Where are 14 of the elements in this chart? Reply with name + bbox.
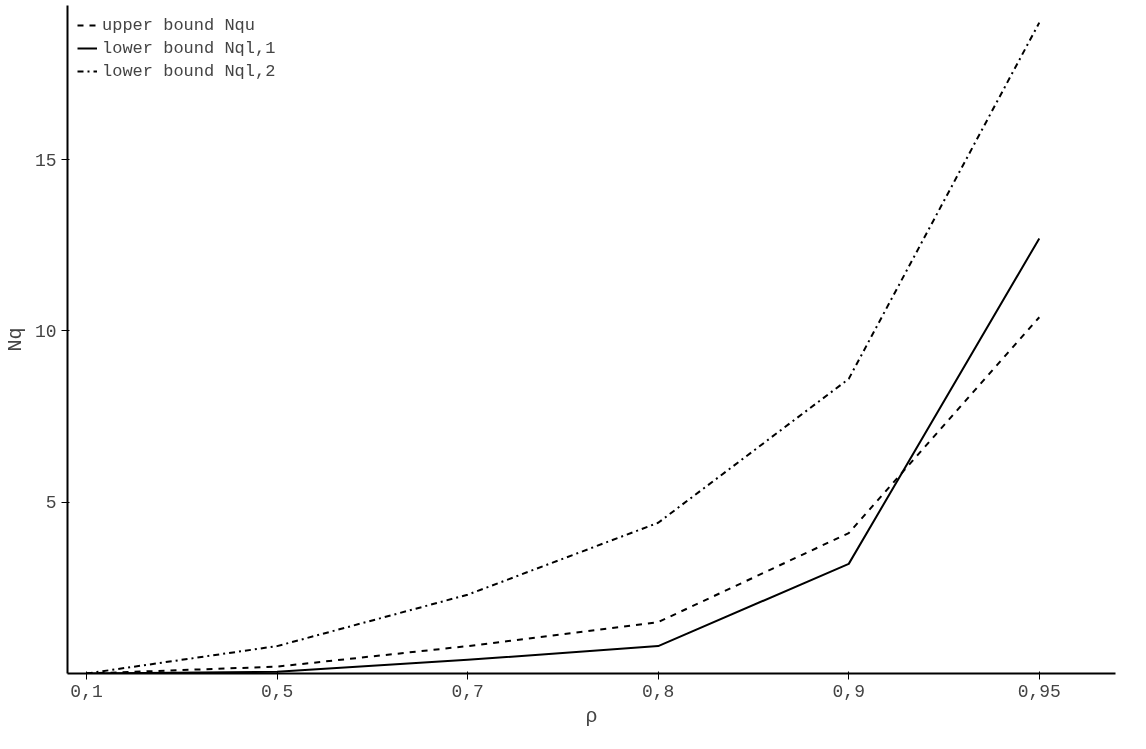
x-axis-title: ρ: [585, 704, 598, 728]
y-tick-label: 10: [34, 321, 57, 342]
x-tick-label: 0,9: [832, 681, 865, 702]
x-tick-label: 0,8: [641, 681, 675, 702]
y-tick-label: 15: [34, 150, 57, 171]
legend-label: upper bound Nqu: [102, 15, 256, 35]
y-axis-title: Nq: [3, 327, 27, 352]
x-tick-label: 0,5: [260, 681, 294, 702]
x-tick-label: 0,7: [451, 681, 484, 702]
x-tick-label: 0,1: [70, 681, 103, 702]
y-tick-label: 5: [45, 493, 57, 514]
x-tick-label: 0,95: [1017, 681, 1061, 702]
legend-label: lower bound Nql,1: [102, 38, 276, 58]
legend-label: lower bound Nql,2: [102, 61, 276, 81]
